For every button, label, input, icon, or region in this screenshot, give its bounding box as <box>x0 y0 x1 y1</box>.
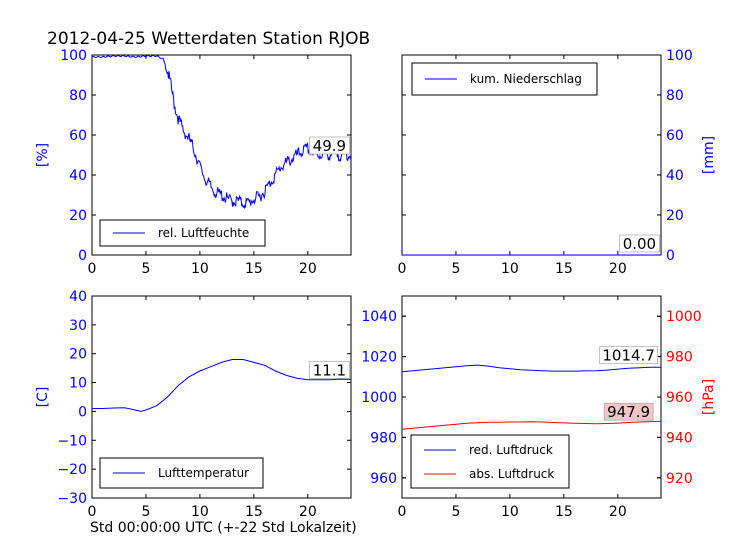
y-tick-label: 1000 <box>361 390 397 406</box>
x-tick-label: 10 <box>501 504 519 520</box>
series-line-2 <box>402 420 661 430</box>
annotation-box <box>603 402 654 421</box>
annotation-label: 0.00 <box>623 235 656 253</box>
x-tick-label: 20 <box>609 504 627 520</box>
y-tick-label: 0 <box>666 248 675 264</box>
y-tick-label: 0 <box>78 404 87 420</box>
series-line-1 <box>92 55 351 210</box>
x-tick-label: 15 <box>555 261 573 277</box>
legend-label: rel. Luftfeuchte <box>158 226 249 240</box>
y-axis-label: [C] <box>35 387 51 408</box>
x-tick-label: 5 <box>451 261 460 277</box>
x-tick-label: 10 <box>191 504 209 520</box>
y-tick-label: −30 <box>57 491 87 507</box>
y-tick-label: −10 <box>57 433 87 449</box>
y-tick-label: 1020 <box>361 350 397 366</box>
y-tick-label: 960 <box>666 390 693 406</box>
x-tick-label: 20 <box>299 261 317 277</box>
x-tick-label: 0 <box>88 261 97 277</box>
annotation-box <box>599 346 658 364</box>
annotation-label: 947.9 <box>607 403 650 421</box>
y-tick-label: 80 <box>666 88 684 104</box>
y-axis-label: [%] <box>35 143 51 167</box>
y-tick-label: 100 <box>60 48 87 64</box>
panel-top-left: 0 5 10 15 20 0 20 40 60 80 100 [%] 49.9 rel. Luftfeuc… <box>35 48 352 277</box>
annotation-box <box>309 136 350 155</box>
x-tick-label: 0 <box>398 261 407 277</box>
figure-xlabel: Std 00:00:00 UTC (+-22 Std Lokalzeit) <box>90 520 357 536</box>
y-tick-label: 30 <box>69 318 87 334</box>
y-axis-label: [mm] <box>701 136 717 174</box>
annotation-label: 1014.7 <box>602 347 655 365</box>
y-tick-label: 920 <box>666 471 693 487</box>
y-tick-label: 40 <box>666 168 684 184</box>
x-tick-label: 15 <box>245 261 263 277</box>
y-tick-label: 60 <box>666 128 684 144</box>
y-tick-label: 20 <box>666 208 684 224</box>
y-tick-label: 1000 <box>666 309 702 325</box>
y-tick-label: 0 <box>78 248 87 264</box>
panel-top-right: 0 5 10 15 20 0 20 40 60 80 100 [mm] 0.00 kum. Nieders… <box>398 48 717 277</box>
y-tick-label: 40 <box>69 168 87 184</box>
legend-label: kum. Niederschlag <box>470 72 582 86</box>
x-tick-label: 5 <box>451 504 460 520</box>
series-line-1 <box>92 359 351 412</box>
annotation-label: 49.9 <box>313 137 346 155</box>
y-tick-label: 40 <box>69 289 87 305</box>
x-tick-label: 20 <box>299 504 317 520</box>
y-tick-label: 60 <box>69 128 87 144</box>
x-tick-label: 10 <box>191 261 209 277</box>
y-tick-label: 980 <box>666 350 693 366</box>
legend-box <box>410 434 570 489</box>
y-tick-label: 960 <box>370 471 397 487</box>
x-tick-label: 20 <box>609 261 627 277</box>
y-tick-label: −20 <box>57 462 87 478</box>
y-tick-label: 940 <box>666 430 693 446</box>
annotation-box <box>619 234 660 253</box>
x-tick-label: 10 <box>501 261 519 277</box>
x-tick-label: 0 <box>398 504 407 520</box>
legend-label: Lufttemperatur <box>158 466 249 480</box>
annotation-box <box>309 361 350 379</box>
x-tick-label: 5 <box>141 504 150 520</box>
legend-label: abs. Luftdruck <box>469 467 554 481</box>
legend-label: red. Luftdruck <box>469 443 553 457</box>
y-tick-label: 20 <box>69 208 87 224</box>
x-tick-label: 5 <box>141 261 150 277</box>
y-tick-label: 20 <box>69 347 87 363</box>
y-tick-label: 100 <box>666 48 693 64</box>
series-line-1 <box>402 364 661 373</box>
annotation-label: 11.1 <box>313 361 346 379</box>
y-tick-label: 980 <box>370 430 397 446</box>
x-tick-label: 0 <box>88 504 97 520</box>
y-tick-label: 80 <box>69 88 87 104</box>
panel-bottom-left: 0 5 10 15 20 −30 −20 −10 0 10 20 30 40 [C] 11.1 Lufttem… <box>35 289 352 520</box>
y-tick-label: 1040 <box>361 309 397 325</box>
panel-bottom-right: 0 5 10 15 20 960 980 1000 1020 1040 920 940 960 980 10… <box>361 295 717 520</box>
figure-title: 2012-04-25 Wetterdaten Station RJOB <box>47 29 370 49</box>
x-tick-label: 15 <box>245 504 263 520</box>
y-tick-label: 10 <box>69 376 87 392</box>
x-tick-label: 15 <box>555 504 573 520</box>
y-axis-label: [hPa] <box>701 379 717 415</box>
